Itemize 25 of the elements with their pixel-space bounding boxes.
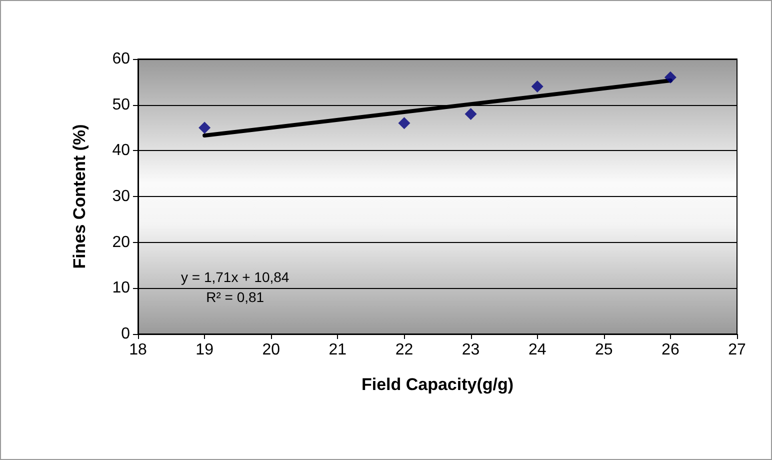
y-tick-label: 40 — [112, 142, 130, 160]
y-axis-title: Fines Content (%) — [70, 124, 89, 269]
point — [464, 108, 477, 120]
y-tick-label: 20 — [112, 234, 130, 251]
point — [198, 122, 211, 134]
x-tick-label: 22 — [395, 342, 414, 358]
y-tick-label: 10 — [112, 280, 130, 297]
point — [664, 71, 676, 84]
y-tick-label: 50 — [112, 96, 130, 114]
y-tick-label: 0 — [121, 326, 130, 342]
x-tick-label: 23 — [462, 342, 480, 358]
x-tick-label: 26 — [662, 342, 680, 358]
x-tick-label: 20 — [262, 342, 280, 358]
x-axis-title: Field Capacity(g/g) — [361, 375, 514, 394]
y-tick-label: 60 — [112, 50, 130, 68]
x-tick-label: 27 — [728, 342, 746, 358]
x-tick-label: 18 — [129, 342, 147, 358]
x-tick-label: 25 — [594, 342, 613, 358]
x-tick-label: 21 — [328, 342, 347, 358]
y-tick-label: 30 — [112, 188, 130, 205]
point — [398, 117, 410, 130]
x-tick-label: 24 — [528, 342, 546, 358]
x-tick-label: 19 — [196, 342, 214, 358]
annotation: y = 1,71x + 10,84 R² = 0,81 — [180, 269, 290, 305]
point — [531, 80, 544, 92]
